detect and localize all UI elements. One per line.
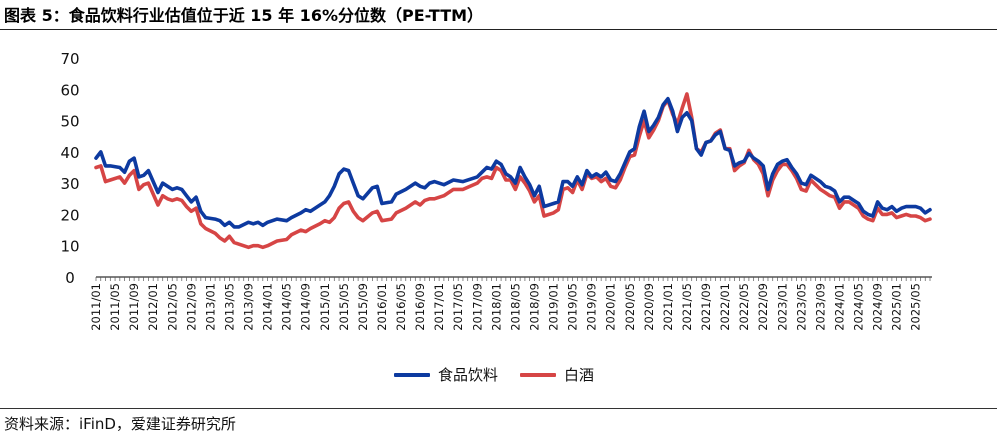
x-tick-label: 2011/09 [127, 283, 141, 331]
x-tick-label: 2022/09 [756, 283, 770, 331]
x-tick-label: 2024/01 [832, 283, 846, 331]
legend-label-baijiu: 白酒 [564, 366, 595, 384]
x-tick-label: 2019/09 [585, 283, 599, 331]
legend: 食品饮料 白酒 [394, 364, 616, 385]
legend-swatch-food-beverage [394, 372, 430, 377]
title-rule [0, 29, 997, 30]
y-tick-label: 60 [60, 81, 79, 99]
x-tick-label: 2014/05 [280, 283, 294, 331]
x-tick-label: 2017/09 [470, 283, 484, 331]
x-tick-label: 2024/09 [871, 283, 885, 331]
x-tick-label: 2020/05 [623, 283, 637, 331]
x-tick-label: 2024/05 [852, 283, 866, 331]
x-tick-label: 2019/01 [547, 283, 561, 331]
y-tick-label: 20 [60, 206, 79, 224]
y-tick-label: 0 [65, 269, 75, 287]
x-tick-label: 2017/01 [432, 283, 446, 331]
x-tick-label: 2013/09 [242, 283, 256, 331]
x-tick-label: 2020/09 [642, 283, 656, 331]
x-tick-label: 2015/05 [337, 283, 351, 331]
x-tick-label: 2021/01 [661, 283, 675, 331]
x-tick-label: 2023/01 [775, 283, 789, 331]
x-tick-label: 2011/05 [108, 283, 122, 331]
y-tick-label: 70 [60, 50, 79, 68]
x-tick-label: 2014/01 [261, 283, 275, 331]
x-tick-label: 2018/09 [527, 283, 541, 331]
x-tick-label: 2025/01 [890, 283, 904, 331]
y-tick-label: 30 [60, 175, 79, 193]
x-tick-label: 2012/09 [184, 283, 198, 331]
x-tick-label: 2016/09 [413, 283, 427, 331]
x-tick-label: 2022/05 [737, 283, 751, 331]
x-tick-label: 2023/09 [813, 283, 827, 331]
x-tick-label: 2012/05 [165, 283, 179, 331]
x-tick-label: 2012/01 [146, 283, 160, 331]
x-tick-label: 2018/05 [508, 283, 522, 331]
x-tick-label: 2013/01 [203, 283, 217, 331]
x-tick-label: 2015/01 [318, 283, 332, 331]
chart-title: 图表 5：食品饮料行业估值位于近 15 年 16%分位数（PE-TTM） [4, 6, 484, 25]
legend-item-baijiu: 白酒 [520, 364, 594, 385]
x-tick-label: 2017/05 [451, 283, 465, 331]
x-tick-label: 2021/09 [699, 283, 713, 331]
y-tick-label: 40 [60, 144, 79, 162]
axes: 0 10 20 30 40 50 60 70 2011/01 2011/05 2011/09 2012… [60, 50, 932, 331]
x-tick-label: 2013/05 [222, 283, 236, 331]
x-tick-label: 2021/05 [680, 283, 694, 331]
source-note: 资料来源：iFinD，爱建证券研究所 [4, 415, 236, 433]
legend-item-food-beverage: 食品饮料 [394, 364, 498, 385]
x-tick-label: 2020/01 [604, 283, 618, 331]
x-tick-label: 2016/01 [375, 283, 389, 331]
legend-label-food-beverage: 食品饮料 [438, 366, 499, 384]
x-tick-label: 2023/05 [794, 283, 808, 331]
legend-swatch-baijiu [520, 372, 557, 377]
x-tick-label: 2025/05 [909, 283, 923, 331]
x-tick-label: 2019/05 [566, 283, 580, 331]
x-tick-label: 2014/09 [299, 283, 313, 331]
x-tick-label: 2016/05 [394, 283, 408, 331]
x-tick-label: 2015/09 [356, 283, 370, 331]
source-rule [0, 408, 997, 409]
line-chart: 0 10 20 30 40 50 60 70 2011/01 2011/05 2011/09 2012… [60, 50, 932, 331]
series-line-food-beverage [94, 96, 932, 229]
y-tick-label: 10 [60, 238, 79, 256]
x-tick-label: 2022/01 [718, 283, 732, 331]
x-tick-label: 2011/01 [89, 283, 103, 331]
series-line-baijiu [94, 92, 932, 250]
series-layer [94, 92, 932, 250]
y-tick-label: 50 [60, 113, 79, 131]
x-tick-label: 2018/01 [489, 283, 503, 331]
